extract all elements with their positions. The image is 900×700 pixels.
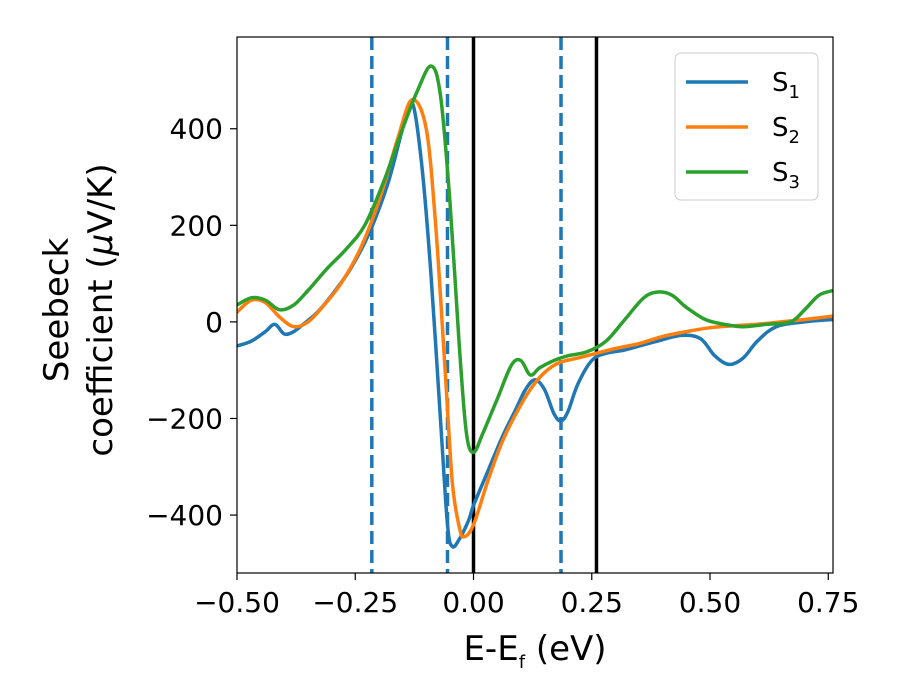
- legend-label-s1: S1: [772, 68, 800, 103]
- y-axis-ticks: −400 −200 0 200 400: [146, 113, 237, 532]
- x-axis-ticks: −0.50 −0.25 0.00 0.25 0.50 0.75: [194, 573, 859, 619]
- series-line-s3: [237, 64, 833, 455]
- x-axis-title: E-Ef (eV): [463, 629, 606, 673]
- x-tick-label: 0.25: [561, 586, 623, 619]
- y-axis-title: Seebeck coefficient (μV/K): [37, 163, 121, 456]
- y-axis-title-line2: coefficient (μV/K): [81, 163, 121, 456]
- y-tick-label: −400: [146, 499, 223, 532]
- x-tick-label: 0.50: [679, 586, 741, 619]
- series-line-s2: [237, 97, 833, 539]
- legend: S1 S2 S3: [674, 52, 819, 201]
- x-tick-label: −0.50: [194, 586, 280, 619]
- x-tick-label: 0.00: [442, 586, 504, 619]
- reference-lines: [370, 37, 599, 573]
- y-tick-label: 200: [170, 209, 223, 242]
- y-tick-label: 400: [170, 113, 223, 146]
- x-tick-label: −0.25: [312, 586, 398, 619]
- y-axis-title-line1: Seebeck: [37, 238, 77, 383]
- y-tick-label: −200: [146, 402, 223, 435]
- plot-frame: [236, 36, 834, 574]
- legend-label-s3: S3: [772, 158, 800, 193]
- series-lines: [237, 64, 833, 549]
- legend-label-s2: S2: [772, 113, 800, 148]
- y-tick-label: 0: [205, 306, 223, 339]
- x-tick-label: 0.75: [797, 586, 859, 619]
